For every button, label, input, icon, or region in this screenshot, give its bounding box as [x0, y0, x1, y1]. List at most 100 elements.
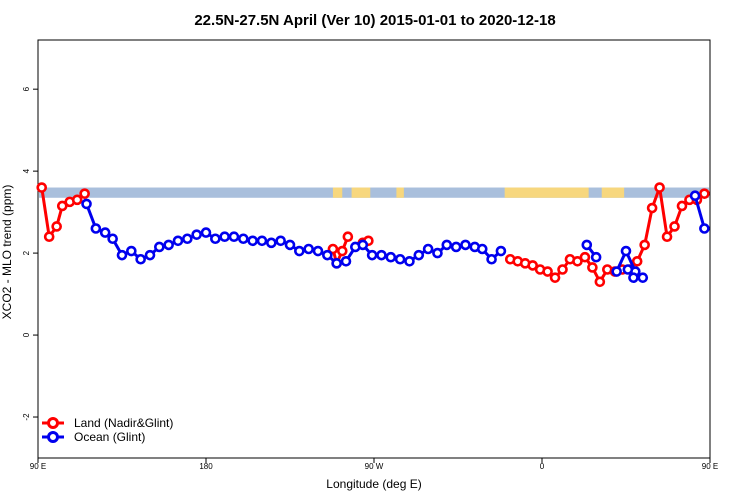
- data-point: [476, 243, 488, 255]
- data-point: [460, 239, 471, 251]
- data-point: [340, 255, 352, 267]
- data-point: [331, 258, 342, 269]
- data-point: [247, 235, 258, 247]
- data-point: [611, 266, 622, 277]
- data-point: [594, 276, 606, 288]
- data-point: [689, 190, 701, 202]
- data-point: [676, 200, 688, 212]
- data-point: [107, 233, 118, 245]
- landmask-land: [601, 187, 625, 198]
- x-axis-label: Longitude (deg E): [326, 477, 421, 491]
- data-point: [56, 200, 68, 212]
- data-point: [590, 251, 602, 263]
- landmask-band: [39, 187, 709, 198]
- data-point: [219, 231, 230, 243]
- data-point: [336, 245, 348, 257]
- legend: Land (Nadir&Glint) Ocean (Glint): [42, 416, 173, 444]
- x-tick-label: 180: [199, 462, 213, 471]
- data-point: [661, 231, 673, 243]
- data-point: [357, 239, 369, 251]
- data-point: [441, 239, 453, 251]
- data-point: [182, 233, 193, 245]
- data-point: [284, 239, 296, 251]
- data-point: [144, 249, 156, 261]
- data-point: [404, 255, 415, 267]
- y-tick-label: -2: [22, 413, 31, 421]
- data-point: [542, 266, 553, 277]
- data-point: [699, 223, 710, 234]
- data-point: [646, 202, 658, 214]
- data-point: [210, 233, 221, 245]
- landmask-land: [332, 187, 343, 198]
- data-point: [450, 241, 462, 253]
- data-point: [385, 251, 397, 263]
- series-line: [693, 195, 706, 229]
- x-tick-label: 0: [540, 462, 545, 471]
- data-point: [622, 264, 634, 275]
- data-point: [191, 229, 202, 240]
- data-point: [154, 241, 165, 253]
- landmask-land: [351, 187, 371, 198]
- data-point: [572, 255, 583, 267]
- data-point: [549, 272, 561, 283]
- data-point: [620, 245, 632, 257]
- data-point: [699, 188, 710, 199]
- legend-ocean-label: Ocean (Glint): [74, 430, 145, 444]
- data-point: [669, 221, 680, 232]
- data-point: [422, 243, 434, 255]
- data-point: [163, 239, 174, 251]
- data-point: [342, 231, 354, 243]
- data-point: [628, 272, 639, 283]
- data-point: [579, 251, 591, 263]
- data-point: [200, 227, 212, 238]
- landmask-ocean: [39, 187, 709, 198]
- data-point: [266, 237, 277, 249]
- data-point: [654, 182, 665, 193]
- legend-ocean-marker: [47, 431, 59, 443]
- x-tick-label: 90 E: [702, 462, 718, 471]
- data-point: [238, 233, 249, 245]
- data-point: [228, 231, 240, 243]
- y-axis-label: XCO2 - MLO trend (ppm): [0, 185, 14, 320]
- x-tick-label: 90 E: [30, 462, 46, 471]
- legend-land-label: Land (Nadir&Glint): [74, 416, 173, 430]
- data-point: [303, 243, 314, 255]
- data-point: [126, 245, 137, 257]
- series-ocean: [81, 190, 710, 283]
- data-point: [116, 249, 128, 261]
- data-point: [322, 249, 333, 261]
- series-line: [331, 236, 350, 265]
- data-point: [90, 223, 102, 234]
- data-point: [394, 253, 406, 265]
- data-point: [81, 198, 92, 210]
- y-tick-label: 4: [22, 168, 31, 173]
- data-point: [294, 245, 305, 257]
- data-point: [366, 249, 378, 261]
- data-point: [376, 249, 387, 261]
- data-point: [256, 235, 268, 247]
- data-point: [135, 253, 146, 265]
- data-point: [581, 239, 593, 251]
- data-point: [639, 239, 650, 251]
- data-point: [557, 264, 568, 275]
- data-point: [275, 235, 286, 247]
- series-land: [36, 182, 710, 288]
- data-point: [51, 221, 62, 232]
- data-point: [172, 235, 184, 247]
- data-point: [432, 247, 443, 259]
- data-point: [587, 262, 598, 273]
- data-point: [631, 255, 643, 267]
- data-point: [71, 194, 83, 206]
- data-point: [486, 253, 497, 265]
- data-point: [495, 245, 507, 257]
- landmask-land: [396, 187, 404, 198]
- data-point: [79, 188, 90, 199]
- data-point: [413, 249, 425, 261]
- y-axis: -2 0 2 4 6: [22, 86, 38, 421]
- y-tick-label: 6: [22, 86, 31, 91]
- x-axis: 90 E 180 90 W 0 90 E: [30, 458, 718, 471]
- y-tick-label: 2: [22, 250, 31, 255]
- data-point: [36, 182, 48, 193]
- data-point: [99, 227, 111, 238]
